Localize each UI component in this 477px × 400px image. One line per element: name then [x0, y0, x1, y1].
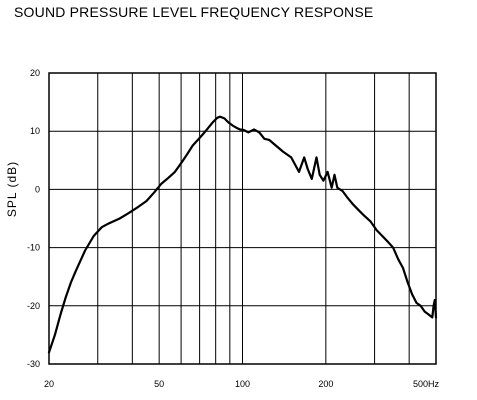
x-axis-ticks: 20 50 100 200 500Hz	[44, 379, 440, 389]
grid	[48, 72, 437, 365]
chart-title: SOUND PRESSURE LEVEL FREQUENCY RESPONSE	[14, 4, 374, 20]
y-tick-label: 20	[30, 68, 40, 78]
y-tick-label: -10	[27, 243, 40, 253]
y-axis-ticks: 20 10 0 -10 -20 -30	[27, 68, 40, 369]
response-curve	[47, 115, 438, 354]
x-tick-label: 100	[235, 379, 250, 389]
x-tick-label: 50	[154, 379, 164, 389]
y-tick-label: 0	[35, 184, 40, 194]
x-tick-label: 200	[318, 379, 333, 389]
x-tick-label: 500Hz	[413, 379, 440, 389]
y-tick-label: 10	[30, 126, 40, 136]
y-axis-label: SPL (dB)	[5, 161, 19, 217]
plot-border	[48, 72, 437, 365]
y-tick-label: -30	[27, 359, 40, 369]
y-tick-label: -20	[27, 301, 40, 311]
x-tick-label: 20	[44, 379, 54, 389]
series-group	[47, 115, 438, 354]
